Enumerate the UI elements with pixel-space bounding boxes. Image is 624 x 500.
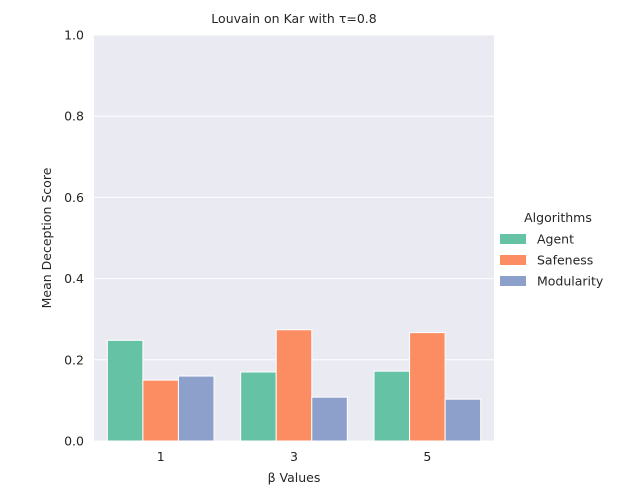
x-tick-label: 1 [157, 449, 165, 464]
y-tick-label: 1.0 [64, 28, 84, 43]
y-axis-label: Mean Deception Score [39, 167, 54, 308]
bar-agent-1 [106, 339, 144, 442]
bar-modularity-5 [444, 398, 482, 442]
legend-label-safeness: Safeness [537, 253, 593, 268]
x-tick-label: 3 [290, 449, 298, 464]
legend: Algorithms Agent Safeness Modularity [500, 210, 604, 289]
y-tick-label: 0.2 [64, 352, 84, 367]
legend-title: Algorithms [524, 210, 592, 225]
x-tick-labels: 1 3 5 [157, 449, 432, 464]
bar-modularity-3 [311, 396, 348, 442]
bars [106, 329, 482, 442]
bar-safeness-1 [142, 379, 179, 442]
bar-agent-3 [240, 371, 277, 442]
legend-label-agent: Agent [537, 232, 574, 247]
legend-swatch-agent [500, 234, 526, 244]
bar-agent-5 [373, 370, 411, 442]
y-tick-label: 0.6 [64, 190, 84, 205]
bar-safeness-3 [275, 329, 313, 442]
legend-swatch-modularity [500, 276, 526, 286]
x-tick-label: 5 [423, 449, 431, 464]
y-tick-label: 0.4 [64, 271, 84, 286]
bar-modularity-1 [177, 375, 215, 442]
chart-title: Louvain on Kar with τ=0.8 [211, 11, 376, 26]
y-tick-label: 0.0 [64, 434, 84, 449]
legend-swatch-safeness [500, 255, 526, 265]
y-tick-label: 0.8 [64, 109, 84, 124]
x-axis-label: β Values [268, 470, 321, 485]
bar-safeness-5 [409, 332, 446, 442]
y-tick-labels: 0.0 0.2 0.4 0.6 0.8 1.0 [64, 28, 84, 449]
legend-label-modularity: Modularity [537, 274, 604, 289]
